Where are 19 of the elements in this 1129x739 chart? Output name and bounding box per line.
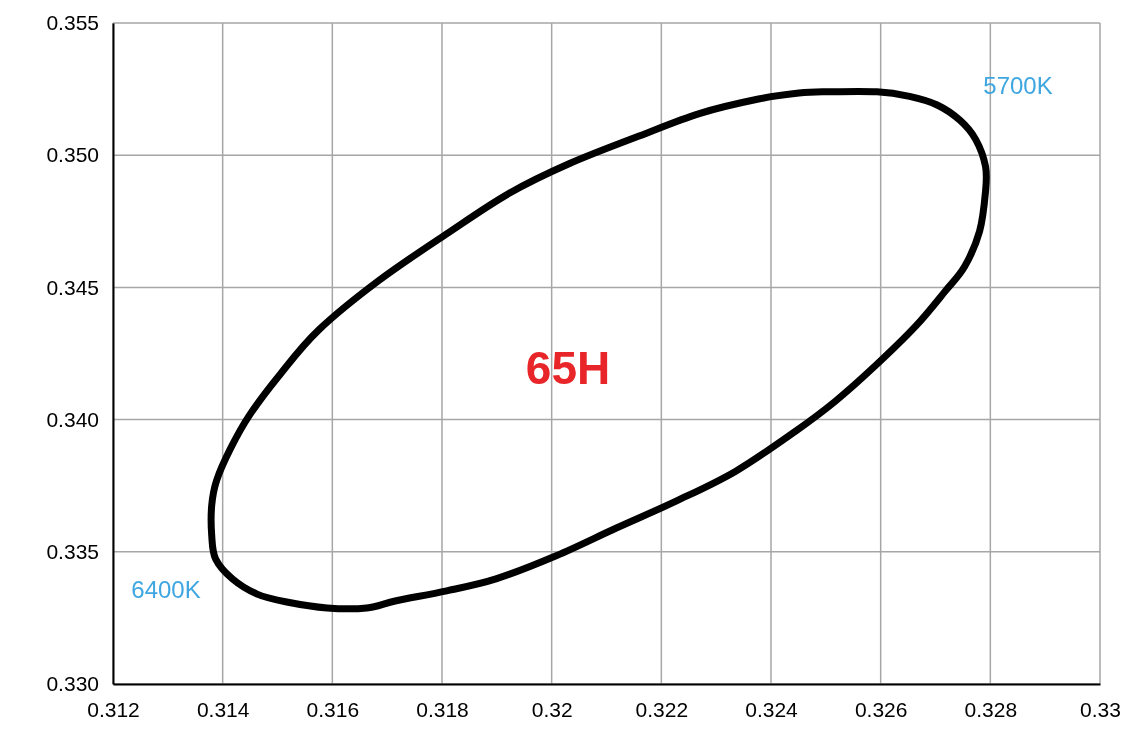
annotation: 65H: [525, 342, 611, 395]
annotation: 6400K: [131, 576, 201, 604]
x-tick-label: 0.32: [531, 697, 573, 721]
x-tick-label: 0.322: [635, 697, 689, 721]
y-tick-label: 0.355: [46, 11, 99, 35]
x-tick-label: 0.33: [1080, 697, 1121, 721]
y-tick-label: 0.330: [46, 672, 99, 696]
x-tick-label: 0.324: [745, 697, 799, 721]
y-tick-label: 0.335: [46, 540, 99, 564]
x-tick-label: 0.316: [306, 697, 360, 721]
y-tick-label: 0.350: [46, 143, 99, 167]
y-tick-label: 0.340: [46, 407, 99, 431]
annotation: 5700K: [983, 72, 1053, 100]
y-tick-label: 0.345: [46, 275, 99, 299]
x-tick-label: 0.312: [87, 697, 140, 721]
x-tick-label: 0.328: [964, 697, 1018, 721]
x-tick-label: 0.326: [854, 697, 908, 721]
x-tick-label: 0.318: [416, 697, 469, 721]
x-tick-label: 0.314: [196, 697, 250, 721]
